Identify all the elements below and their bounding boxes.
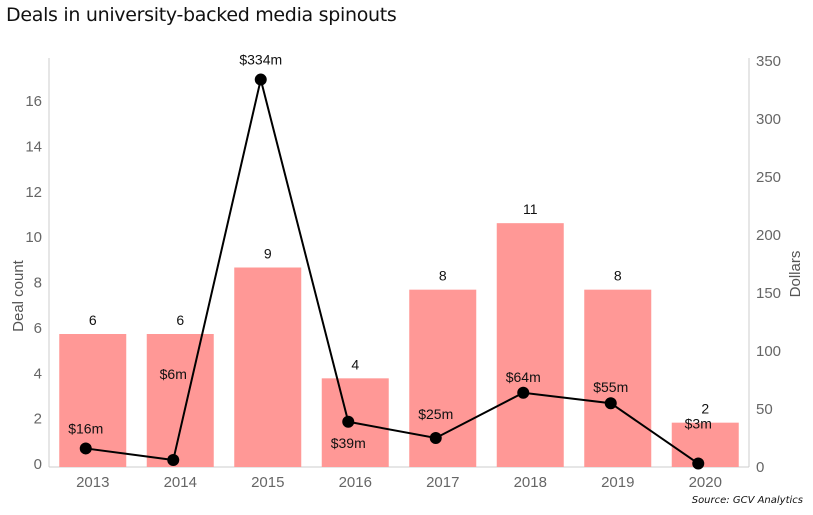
bar-label-2017: 8	[439, 268, 447, 284]
left-tick-label: 0	[34, 456, 42, 473]
dollars-label-2016: $39m	[331, 435, 366, 451]
bar-2015	[234, 267, 302, 467]
bar-label-2020: 2	[701, 401, 709, 417]
left-tick-label: 6	[34, 320, 42, 337]
x-tick-label: 2013	[76, 474, 109, 491]
right-tick-label: 200	[756, 227, 781, 244]
dollars-label-2018: $64m	[506, 369, 541, 385]
dollars-label-2014: $6m	[160, 366, 187, 382]
bar-label-2018: 11	[523, 201, 538, 217]
bar-label-2016: 4	[351, 356, 359, 372]
right-axis-title: Dollars	[787, 251, 804, 298]
dollars-point-2014	[167, 454, 180, 467]
dollars-point-2019	[604, 397, 617, 410]
dollars-point-2018	[517, 386, 530, 399]
dollars-point-2015	[254, 73, 267, 86]
bar-label-2014: 6	[176, 312, 184, 328]
left-tick-label: 10	[25, 229, 42, 246]
left-tick-label: 12	[25, 184, 42, 201]
dollars-label-2013: $16m	[68, 420, 103, 436]
right-tick-label: 300	[756, 111, 781, 128]
left-tick-label: 4	[34, 365, 42, 382]
bar-label-2019: 8	[614, 268, 622, 284]
x-tick-label: 2014	[164, 474, 197, 491]
bar-2013	[59, 334, 127, 467]
source-note: Source: GCV Analytics	[691, 495, 803, 506]
left-tick-label: 14	[25, 138, 42, 155]
bar-2018	[496, 223, 564, 467]
right-tick-label: 150	[756, 285, 781, 302]
dollars-label-2020: $3m	[685, 416, 712, 432]
dollars-label-2019: $55m	[593, 379, 628, 395]
x-tick-label: 2018	[514, 474, 547, 491]
x-tick-label: 2020	[689, 474, 722, 491]
x-tick-label: 2016	[339, 474, 372, 491]
left-tick-label: 8	[34, 275, 42, 292]
bar-2020	[671, 422, 739, 467]
dollars-line	[85, 79, 699, 465]
bar-2014	[146, 334, 214, 467]
dollars-point-2017	[429, 432, 442, 444]
left-tick-label: 2	[34, 411, 42, 428]
bar-label-2015: 9	[264, 246, 272, 262]
right-tick-label: 250	[756, 169, 781, 186]
dollars-point-2016	[342, 415, 355, 428]
bar-label-2013: 6	[89, 312, 97, 328]
bar-2019	[584, 289, 652, 467]
x-tick-label: 2015	[251, 474, 284, 491]
right-tick-label: 100	[756, 343, 781, 360]
x-tick-label: 2019	[601, 474, 634, 491]
dollars-point-2013	[79, 442, 92, 455]
bar-2017	[409, 289, 477, 467]
left-tick-label: 16	[25, 93, 42, 110]
right-tick-label: 50	[756, 401, 773, 418]
left-axis-title: Deal count	[10, 259, 27, 332]
right-tick-label: 350	[756, 53, 781, 70]
right-tick-label: 0	[756, 459, 764, 476]
dollars-label-2015: $334m	[239, 52, 282, 68]
chart-title: Deals in university-backed media spinout…	[6, 4, 397, 26]
x-tick-label: 2017	[426, 474, 459, 491]
dollars-point-2020	[692, 457, 705, 470]
dollars-label-2017: $25m	[418, 406, 453, 422]
